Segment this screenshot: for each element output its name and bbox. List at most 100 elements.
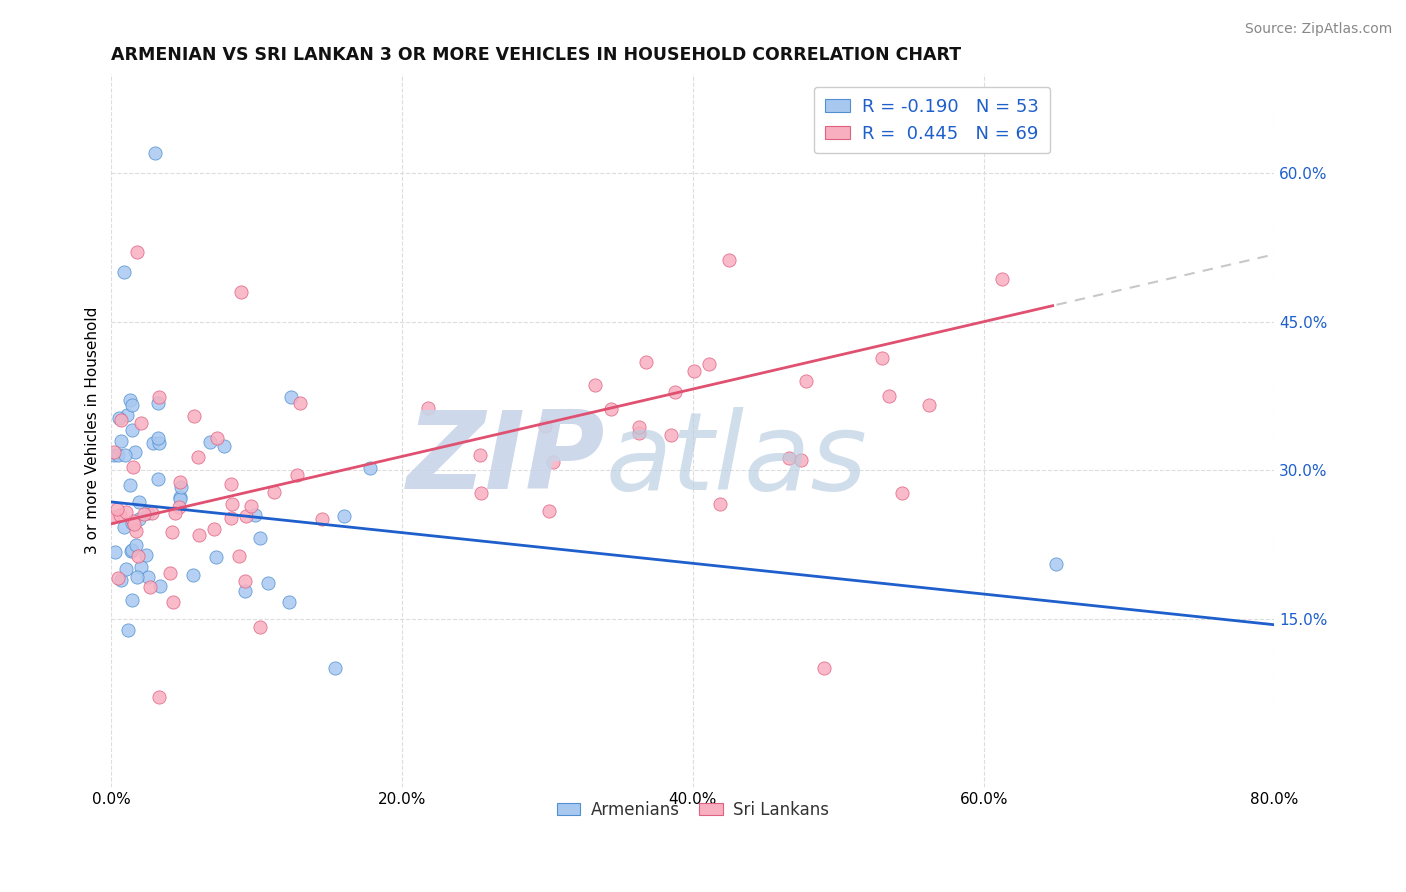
Point: [121, 516, 143, 530]
Point: [918, 398, 941, 412]
Point: [125, 569, 148, 583]
Point: [636, 355, 658, 369]
Point: [160, 525, 183, 540]
Point: [169, 475, 191, 489]
Point: [212, 438, 235, 452]
Point: [103, 445, 125, 459]
Point: [717, 253, 740, 268]
Point: [697, 357, 720, 371]
Point: [110, 434, 132, 449]
Point: [128, 495, 150, 509]
Point: [121, 398, 143, 412]
Point: [257, 576, 280, 591]
Point: [470, 485, 492, 500]
Point: [146, 431, 169, 445]
Point: [311, 511, 333, 525]
Point: [101, 510, 124, 524]
Point: [537, 504, 560, 518]
Point: [333, 508, 356, 523]
Point: [323, 661, 346, 675]
Point: [628, 420, 651, 434]
Point: [124, 444, 146, 458]
Y-axis label: 3 or more Vehicles in Household: 3 or more Vehicles in Household: [86, 307, 100, 554]
Point: [112, 265, 135, 279]
Point: [159, 566, 181, 580]
Point: [277, 595, 299, 609]
Point: [170, 480, 193, 494]
Point: [121, 423, 143, 437]
Point: [122, 516, 145, 531]
Point: [233, 574, 256, 589]
Point: [121, 592, 143, 607]
Point: [285, 468, 308, 483]
Point: [136, 506, 159, 520]
Point: [114, 561, 136, 575]
Point: [115, 408, 138, 422]
Point: [541, 455, 564, 469]
Point: [118, 478, 141, 492]
Text: ARMENIAN VS SRI LANKAN 3 OR MORE VEHICLES IN HOUSEHOLD CORRELATION CHART: ARMENIAN VS SRI LANKAN 3 OR MORE VEHICLE…: [111, 46, 962, 64]
Point: [249, 620, 271, 634]
Point: [120, 544, 142, 558]
Point: [127, 549, 149, 563]
Point: [125, 539, 148, 553]
Point: [121, 460, 143, 475]
Point: [181, 568, 204, 582]
Point: [148, 690, 170, 704]
Point: [877, 389, 900, 403]
Point: [110, 573, 132, 587]
Point: [790, 453, 813, 467]
Point: [183, 409, 205, 424]
Point: [683, 364, 706, 378]
Point: [890, 486, 912, 500]
Point: [124, 524, 146, 538]
Point: [107, 411, 129, 425]
Point: [235, 508, 257, 523]
Point: [709, 497, 731, 511]
Point: [143, 146, 166, 161]
Point: [169, 492, 191, 507]
Point: [148, 472, 170, 486]
Text: Source: ZipAtlas.com: Source: ZipAtlas.com: [1244, 22, 1392, 37]
Point: [243, 508, 266, 523]
Point: [104, 545, 127, 559]
Point: [221, 497, 243, 511]
Point: [148, 436, 170, 450]
Point: [110, 413, 132, 427]
Point: [229, 285, 252, 299]
Point: [108, 508, 131, 523]
Point: [583, 378, 606, 392]
Point: [117, 623, 139, 637]
Point: [219, 477, 242, 491]
Point: [187, 450, 209, 465]
Point: [661, 428, 683, 442]
Point: [188, 528, 211, 542]
Legend: Armenians, Sri Lankans: Armenians, Sri Lankans: [550, 794, 835, 825]
Point: [112, 520, 135, 534]
Point: [107, 571, 129, 585]
Point: [129, 559, 152, 574]
Point: [146, 396, 169, 410]
Point: [132, 507, 155, 521]
Point: [162, 595, 184, 609]
Point: [239, 499, 262, 513]
Point: [219, 510, 242, 524]
Point: [103, 448, 125, 462]
Point: [205, 431, 228, 445]
Point: [169, 491, 191, 505]
Point: [105, 502, 128, 516]
Point: [136, 570, 159, 584]
Point: [163, 506, 186, 520]
Point: [129, 416, 152, 430]
Point: [142, 435, 165, 450]
Point: [138, 580, 160, 594]
Point: [468, 448, 491, 462]
Point: [149, 579, 172, 593]
Point: [167, 500, 190, 515]
Point: [794, 374, 817, 388]
Text: ZIP: ZIP: [408, 406, 606, 512]
Point: [664, 385, 686, 400]
Point: [205, 549, 228, 564]
Point: [778, 451, 800, 466]
Point: [600, 401, 623, 416]
